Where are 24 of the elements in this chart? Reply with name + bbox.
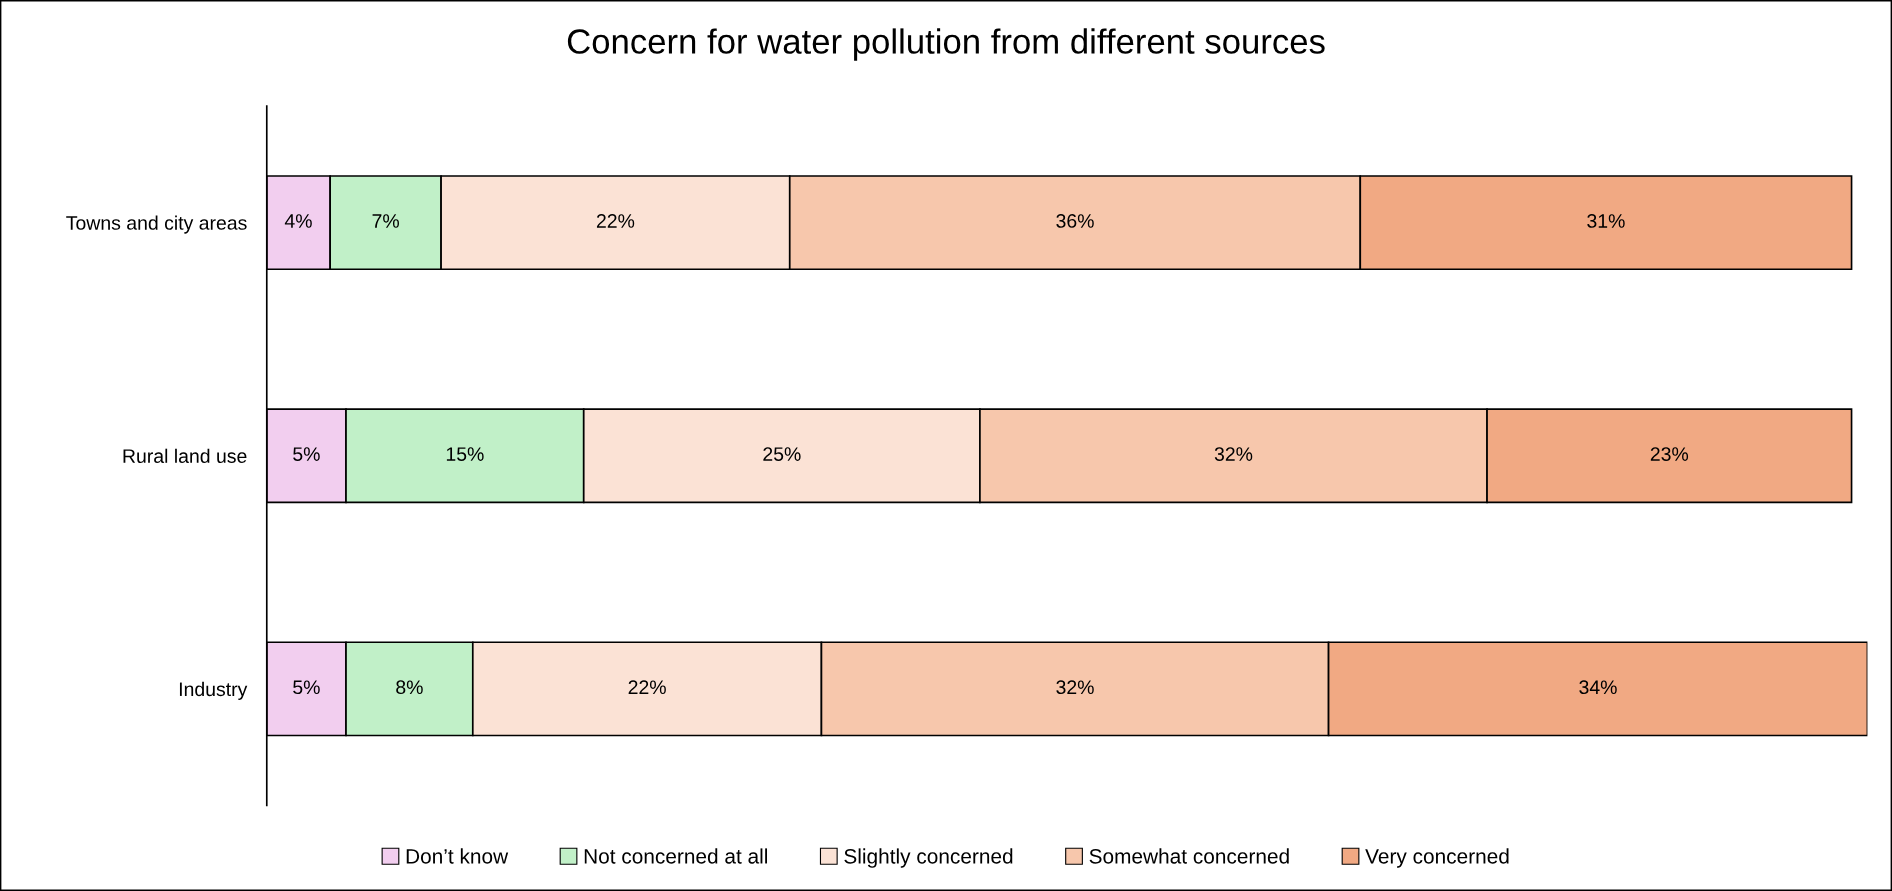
data-label: 5% [293,680,320,695]
legend-label: Not concerned at all [584,848,767,864]
data-label: 36% [1056,214,1094,228]
data-label: 34% [1579,680,1617,695]
y-tick-label: Industry [179,681,248,700]
legend-label: Somewhat concerned [1089,848,1289,864]
y-tick-label: Rural land use [123,448,247,463]
data-label: 7% [372,214,399,228]
data-label: 22% [596,214,635,228]
legend-label: Very concerned [1365,848,1509,868]
data-label: 8% [396,680,423,695]
data-label: 32% [1214,447,1253,461]
chart-title: Concern for water pollution from different sources [567,28,1325,61]
data-label: 22% [628,680,666,695]
data-label: 15% [446,447,484,461]
legend-label: Slightly concerned [844,848,1013,868]
data-label: 23% [1650,447,1689,461]
data-label: 4% [284,214,312,228]
data-label: 25% [763,447,801,461]
y-tick-label: Towns and city areas [66,215,247,234]
data-label: 32% [1056,680,1094,695]
data-label: 31% [1587,214,1625,228]
data-label: 5% [293,447,320,461]
legend-label: Don’t know [406,848,509,864]
